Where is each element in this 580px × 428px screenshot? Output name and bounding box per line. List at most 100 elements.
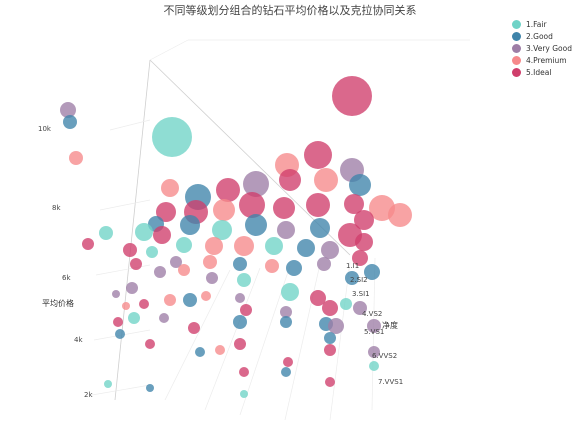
data-point bbox=[233, 315, 247, 329]
data-point bbox=[188, 322, 200, 334]
legend-label: 1.Fair bbox=[526, 19, 547, 29]
data-point bbox=[126, 282, 138, 294]
axis-ticks: 2k 4k 6k 8k 10k 1.I1 2.SI2 3.SI1 4.VS2 5.VS1 6.VVS… bbox=[38, 125, 403, 399]
z-tick-label: 8k bbox=[52, 204, 61, 212]
legend-label: 2.Good bbox=[526, 31, 553, 41]
data-point bbox=[243, 171, 269, 197]
data-point bbox=[212, 220, 232, 240]
legend-swatch bbox=[512, 67, 521, 77]
data-point bbox=[112, 290, 120, 298]
data-point bbox=[122, 302, 130, 310]
data-point bbox=[240, 390, 248, 398]
grid-line bbox=[91, 384, 151, 396]
data-point bbox=[213, 199, 235, 221]
data-point bbox=[265, 237, 283, 255]
data-point bbox=[146, 384, 154, 392]
data-point bbox=[82, 238, 94, 250]
data-point bbox=[159, 313, 169, 323]
data-point bbox=[286, 260, 302, 276]
data-point bbox=[135, 223, 153, 241]
data-point bbox=[281, 283, 299, 301]
grid-line bbox=[204, 267, 261, 411]
clarity-tick-label: 3.SI1 bbox=[352, 290, 370, 298]
data-point bbox=[146, 246, 158, 258]
data-point bbox=[104, 380, 112, 388]
legend-item[interactable]: 1.Fair bbox=[512, 18, 572, 30]
data-point bbox=[239, 367, 249, 377]
z-tick-label: 6k bbox=[62, 274, 71, 282]
clarity-tick-label: 5.VS1 bbox=[364, 328, 384, 336]
data-point bbox=[324, 332, 336, 344]
clarity-tick-label: 4.VS2 bbox=[362, 310, 382, 318]
data-point bbox=[277, 221, 295, 239]
grid-line bbox=[114, 59, 151, 401]
grid-line bbox=[109, 119, 151, 131]
data-point bbox=[237, 273, 251, 287]
legend-label: 5.Ideal bbox=[526, 67, 552, 77]
clarity-axis-title: 净度 bbox=[382, 320, 398, 330]
data-point bbox=[215, 345, 225, 355]
data-point bbox=[123, 243, 137, 257]
legend-label: 3.Very Good bbox=[526, 43, 572, 53]
data-point bbox=[352, 250, 368, 266]
data-point bbox=[130, 258, 142, 270]
data-point bbox=[234, 338, 246, 350]
data-point bbox=[280, 316, 292, 328]
data-point bbox=[340, 298, 352, 310]
data-point bbox=[152, 117, 192, 157]
grid-line bbox=[329, 261, 351, 421]
data-point bbox=[322, 300, 338, 316]
data-point bbox=[240, 304, 252, 316]
legend-item[interactable]: 4.Premium bbox=[512, 54, 572, 66]
data-point bbox=[388, 203, 412, 227]
data-point bbox=[344, 194, 364, 214]
data-point bbox=[183, 293, 197, 307]
data-point bbox=[369, 361, 379, 371]
data-point bbox=[297, 239, 315, 257]
legend-item[interactable]: 2.Good bbox=[512, 30, 572, 42]
data-point bbox=[245, 214, 267, 236]
data-point bbox=[273, 197, 295, 219]
data-point bbox=[306, 193, 330, 217]
z-tick-label: 2k bbox=[84, 391, 93, 399]
data-point bbox=[239, 192, 265, 218]
legend-label: 4.Premium bbox=[526, 55, 567, 65]
grid-line bbox=[99, 199, 151, 211]
clarity-tick-label: 2.SI2 bbox=[350, 276, 368, 284]
data-point bbox=[354, 210, 374, 230]
data-point bbox=[349, 174, 371, 196]
data-point bbox=[206, 272, 218, 284]
data-point bbox=[324, 344, 336, 356]
data-point bbox=[314, 168, 338, 192]
data-point bbox=[279, 169, 301, 191]
data-point bbox=[60, 102, 76, 118]
data-point bbox=[325, 377, 335, 387]
data-point bbox=[69, 151, 83, 165]
data-point bbox=[156, 202, 176, 222]
data-point bbox=[368, 346, 380, 358]
data-point bbox=[283, 357, 293, 367]
clarity-tick-label: 7.VVS1 bbox=[378, 378, 403, 386]
data-point bbox=[164, 294, 176, 306]
data-point bbox=[195, 347, 205, 357]
data-point bbox=[235, 293, 245, 303]
data-point bbox=[321, 241, 339, 259]
data-point bbox=[310, 290, 326, 306]
data-point bbox=[364, 264, 380, 280]
grid-line bbox=[95, 264, 151, 276]
z-axis-title: 平均价格 bbox=[42, 298, 74, 308]
data-point bbox=[332, 76, 372, 116]
data-point bbox=[367, 319, 381, 333]
legend-item[interactable]: 5.Ideal bbox=[512, 66, 572, 78]
legend[interactable]: 1.Fair 2.Good 3.Very Good 4.Premium 5.Ideal bbox=[512, 18, 572, 78]
data-point bbox=[170, 256, 182, 268]
data-point bbox=[353, 301, 367, 315]
clarity-tick-label: 6.VVS2 bbox=[372, 352, 397, 360]
data-point bbox=[280, 306, 292, 318]
legend-item[interactable]: 3.Very Good bbox=[512, 42, 572, 54]
data-point bbox=[234, 236, 254, 256]
data-point bbox=[328, 318, 344, 334]
data-point bbox=[310, 218, 330, 238]
data-point bbox=[180, 215, 200, 235]
